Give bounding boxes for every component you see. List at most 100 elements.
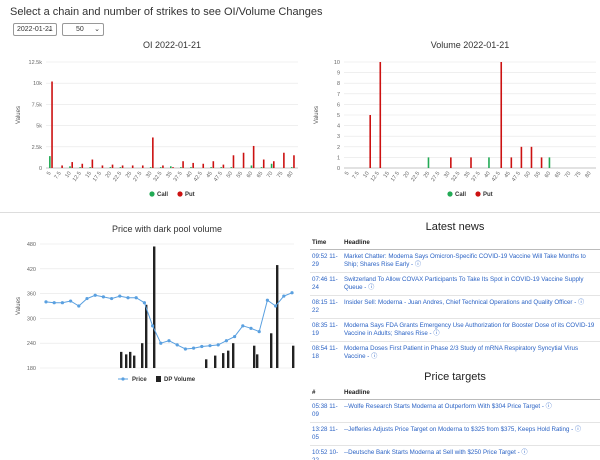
bar-put (192, 162, 194, 168)
bar-dp-volume (270, 333, 273, 368)
x-tick-label: 40 (185, 171, 193, 179)
news-row: 08:35 11-19 Moderna Says FDA Grants Emerg… (310, 318, 600, 342)
x-tick-label: 30 (145, 171, 153, 179)
y-tick-label: 0 (337, 166, 340, 172)
news-headline-link[interactable]: Moderna Says FDA Grants Emergency Use Au… (344, 322, 595, 337)
legend-dp-label: DP Volume (164, 377, 196, 383)
divider (0, 212, 600, 213)
bar-put (101, 165, 104, 168)
y-tick-label: 2.5k (32, 145, 43, 151)
bar-dp-volume (133, 355, 136, 368)
news-headline-cell: Moderna Says FDA Grants Emergency Use Au… (342, 318, 600, 342)
x-tick-label: 35 (463, 171, 471, 179)
date-select[interactable]: 2022-01-21 ⌄ (13, 23, 57, 36)
x-tick-label: 45 (206, 171, 214, 179)
price-point (44, 300, 48, 304)
bar-call (488, 157, 490, 168)
y-axis-label: Values (16, 106, 22, 124)
price-point (85, 296, 89, 301)
info-icon[interactable]: ⓘ (543, 403, 552, 410)
bar-dp-volume (120, 351, 123, 368)
news-headline-link[interactable]: Insider Sell: Moderna - Juan Andres, Chi… (344, 299, 577, 306)
bar-dp-volume (292, 345, 295, 368)
y-tick-label: 1 (337, 155, 340, 161)
news-row: 08:15 11-22 Insider Sell: Moderna - Juan … (310, 295, 600, 319)
target-time: 13:28 11-05 (310, 422, 342, 446)
bar-put (182, 161, 184, 168)
x-tick-label: 7.5 (351, 171, 360, 181)
news-panel: Latest news Time Headline 09:52 11-29 Mar… (310, 218, 600, 460)
legend-put-marker (177, 191, 183, 197)
bar-dp-volume (214, 355, 217, 368)
strikes-select[interactable]: 50 ⌄ (62, 23, 104, 36)
bar-call (89, 167, 91, 168)
news-table: Time Headline 09:52 11-29 Market Chatter:… (310, 236, 600, 364)
info-icon[interactable]: ⓘ (431, 330, 440, 337)
bar-put (232, 155, 235, 168)
price-point (274, 304, 278, 308)
bar-put (520, 146, 523, 168)
x-tick-label: 5 (46, 171, 53, 177)
x-tick-label: 25 (125, 171, 133, 179)
bar-put (212, 161, 215, 168)
x-tick-label: 27.5 (132, 171, 143, 183)
info-icon[interactable]: ⓘ (519, 449, 528, 456)
y-tick-label: 8 (337, 81, 340, 87)
chevron-down-icon: ⌄ (94, 26, 100, 33)
news-row: 07:46 11-24 Switzerland To Allow COVAX Pa… (310, 272, 600, 296)
target-headline-link[interactable]: --Deutsche Bank Starts Moderna at Sell w… (344, 449, 520, 456)
news-time: 07:46 11-24 (310, 272, 342, 296)
price-point (290, 291, 294, 295)
x-tick-label: 35 (165, 171, 173, 179)
x-tick-label: 7.5 (53, 171, 62, 181)
bar-put (141, 165, 144, 168)
bar-call (49, 156, 51, 168)
news-headline-link[interactable]: Moderna Doses First Patient in Phase 2/3… (344, 345, 579, 360)
x-tick-label: 12.5 (370, 171, 381, 183)
y-axis-label: Values (314, 106, 320, 124)
price-point (118, 294, 122, 298)
target-headline-link[interactable]: --Jefferies Adjusts Price Target on Mode… (344, 426, 574, 433)
strikes-select-value: 50 (76, 26, 84, 33)
x-tick-label: 20 (403, 171, 411, 179)
news-time: 08:15 11-22 (310, 295, 342, 319)
bar-put (470, 157, 472, 168)
price-point (69, 299, 73, 303)
x-tick-label: 80 (286, 171, 294, 179)
x-tick-label: 25 (423, 171, 431, 179)
info-icon[interactable]: ⓘ (576, 299, 585, 306)
bar-call (250, 165, 253, 168)
bar-dp-volume (276, 265, 279, 368)
y-tick-label: 360 (27, 292, 36, 298)
info-icon[interactable]: ⓘ (366, 284, 375, 291)
y-tick-label: 5k (36, 124, 42, 130)
legend-price-label: Price (132, 377, 147, 383)
info-icon[interactable]: ⓘ (413, 261, 422, 268)
info-icon[interactable]: ⓘ (369, 353, 378, 360)
x-tick-label: 60 (544, 171, 552, 179)
x-tick-label: 30 (443, 171, 451, 179)
target-headline-link[interactable]: --Wolfe Research Starts Moderna at Outpe… (344, 403, 544, 410)
y-tick-label: 180 (27, 366, 36, 372)
bar-call (180, 167, 182, 168)
y-tick-label: 9 (337, 71, 340, 77)
bar-put (111, 164, 114, 168)
x-tick-label: 80 (584, 171, 592, 179)
x-tick-label: 15 (383, 171, 391, 179)
price-point (126, 296, 130, 300)
news-headline-link[interactable]: Market Chatter: Moderna Says Omicron-Spe… (344, 253, 586, 268)
y-tick-label: 420 (27, 267, 36, 273)
y-tick-label: 12.5k (29, 60, 43, 66)
bar-put (293, 155, 295, 168)
info-icon[interactable]: ⓘ (573, 426, 582, 433)
price-point (192, 346, 196, 350)
price-point (93, 293, 97, 297)
bar-put (131, 165, 134, 168)
bar-dp-volume (141, 343, 144, 368)
price-point (52, 301, 56, 305)
price-point (233, 334, 237, 339)
y-tick-label: 480 (27, 242, 36, 248)
price-point (208, 344, 212, 348)
news-headline-link[interactable]: Switzerland To Allow COVAX Participants … (344, 276, 584, 291)
